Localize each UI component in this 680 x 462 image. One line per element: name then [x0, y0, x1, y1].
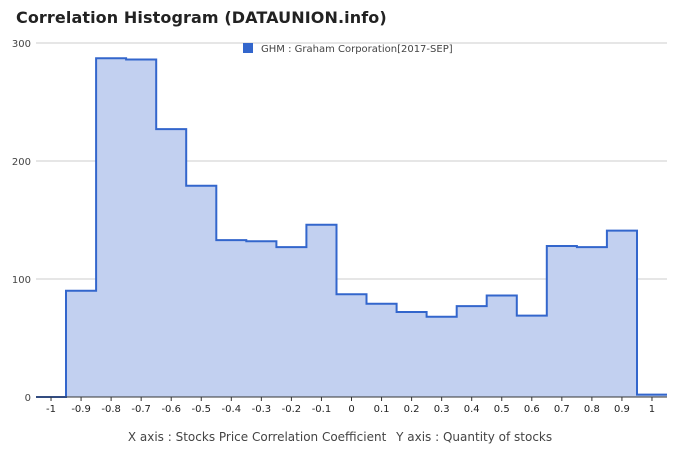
histogram-bin [306, 225, 336, 397]
x-tick-label: -0.6 [161, 404, 181, 415]
x-tick-label: -0.2 [282, 404, 302, 415]
x-tick-label: 0.6 [524, 404, 540, 415]
x-tick-label: 0.3 [434, 404, 450, 415]
legend-swatch [243, 43, 253, 53]
histogram-bin [66, 291, 96, 397]
histogram-bin [367, 304, 397, 397]
histogram-bin [427, 317, 457, 397]
histogram-bin [186, 186, 216, 397]
histogram-fill [36, 58, 667, 398]
histogram-bin [276, 247, 306, 397]
histogram-bin [487, 296, 517, 397]
y-axis-caption: Y axis : Quantity of stocks [396, 430, 553, 444]
axis-caption: X axis : Stocks Price Correlation Coeffi… [0, 430, 680, 444]
histogram-bin [246, 241, 276, 397]
x-tick-label: -0.1 [312, 404, 332, 415]
histogram-bin [397, 312, 427, 397]
histogram-area [36, 57, 667, 398]
axes: -1 -0.9 -0.8 -0.7 -0.6 -0.5 -0.4 -0.3 -0.2 -0.1 0 0… [36, 396, 667, 415]
x-tick-label: -0.4 [222, 404, 242, 415]
x-tick-label: 1 [649, 404, 655, 415]
x-tick-label: 0.5 [494, 404, 510, 415]
histogram-bin [216, 240, 246, 397]
histogram-bin [547, 246, 577, 397]
y-tick-label: 0 [25, 393, 31, 404]
y-tick-label: 100 [12, 275, 31, 286]
x-tick-label: -0.7 [131, 404, 151, 415]
y-tick-label: 200 [12, 157, 31, 168]
histogram-chart: 0 100 200 300 -1 -0.9 -0.8 -0.7 -0.6 -0.5 -0.4 -0.… [12, 39, 667, 415]
histogram-bin [156, 129, 186, 397]
x-tick-label: -0.9 [71, 404, 91, 415]
x-tick-label: 0.2 [404, 404, 420, 415]
x-tick-label: -0.8 [101, 404, 121, 415]
histogram-bin [457, 306, 487, 397]
histogram-bin [336, 294, 366, 397]
histogram-line [36, 57, 667, 398]
x-tick-label: 0.4 [464, 404, 480, 415]
legend-label: GHM : Graham Corporation[2017-SEP] [261, 44, 453, 55]
x-tick-label: -0.3 [252, 404, 272, 415]
legend[interactable]: GHM : Graham Corporation[2017-SEP] [243, 43, 453, 55]
x-tick-label: 0.1 [374, 404, 390, 415]
histogram-bin [517, 316, 547, 397]
x-tick-label: 0.8 [584, 404, 600, 415]
x-tick-label: 0 [348, 404, 354, 415]
y-tick-label: 300 [12, 39, 31, 50]
chart-title: Correlation Histogram (DATAUNION.info) [16, 8, 387, 27]
histogram-bin [96, 58, 126, 397]
histogram-bin [577, 247, 607, 397]
histogram-bin [607, 231, 637, 397]
x-tick-label: -1 [46, 404, 56, 415]
histogram-bin [126, 60, 156, 397]
x-axis-caption: X axis : Stocks Price Correlation Coeffi… [127, 430, 387, 444]
x-tick-label: -0.5 [192, 404, 212, 415]
x-tick-label: 0.9 [614, 404, 630, 415]
x-tick-label: 0.7 [554, 404, 570, 415]
